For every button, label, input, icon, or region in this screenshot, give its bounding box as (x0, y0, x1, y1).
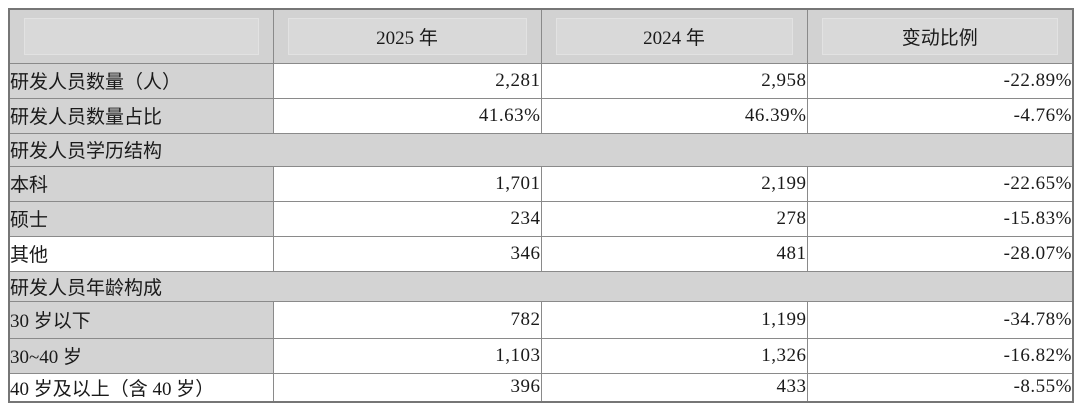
cell-change-value: -4.76% (806, 97, 1074, 134)
cell-change-value: -28.07% (806, 235, 1074, 272)
table-row: 其他 346 481 -28.07% (8, 235, 1074, 272)
row-label-bachelor: 本科 (8, 165, 274, 202)
cell-change-value: -22.65% (806, 165, 1074, 202)
row-label-40-and-above: 40 岁及以上（含 40 岁） (8, 372, 274, 402)
cell-2024-value: 433 (540, 372, 808, 402)
table-section-row: 研发人员学历结构 (8, 132, 1074, 167)
cell-2024-value: 2,199 (540, 165, 808, 202)
cell-2025-value: 1,103 (272, 337, 542, 374)
section-label-age-structure: 研发人员年龄构成 (8, 270, 1074, 302)
cell-change-value: -15.83% (806, 200, 1074, 237)
cell-2024-value: 46.39% (540, 97, 808, 134)
header-cell-2025: 2025 年 (272, 8, 542, 64)
row-label-master: 硕士 (8, 200, 274, 237)
cell-2024-value: 1,199 (540, 300, 808, 339)
row-label-under-30: 30 岁以下 (8, 300, 274, 339)
row-label-30-to-40: 30~40 岁 (8, 337, 274, 374)
cell-2024-value: 278 (540, 200, 808, 237)
section-label-education-structure: 研发人员学历结构 (8, 132, 1074, 167)
header-cell-change-ratio: 变动比例 (806, 8, 1074, 64)
cell-2024-value: 1,326 (540, 337, 808, 374)
cell-2024-value: 481 (540, 235, 808, 272)
cell-change-value: -34.78% (806, 300, 1074, 339)
table-header-row: 2025 年 2024 年 变动比例 (8, 8, 1074, 64)
header-label-2024: 2024 年 (643, 27, 705, 49)
table-row: 研发人员数量（人） 2,281 2,958 -22.89% (8, 62, 1074, 99)
row-label-rd-headcount-ratio: 研发人员数量占比 (8, 97, 274, 134)
table-row: 硕士 234 278 -15.83% (8, 200, 1074, 237)
cell-2025-value: 396 (272, 372, 542, 402)
row-label-rd-headcount: 研发人员数量（人） (8, 62, 274, 99)
cell-2025-value: 1,701 (272, 165, 542, 202)
header-inner-shade (24, 18, 259, 55)
table-row: 30 岁以下 782 1,199 -34.78% (8, 300, 1074, 339)
cell-change-value: -16.82% (806, 337, 1074, 374)
cell-2025-value: 234 (272, 200, 542, 237)
cell-2025-value: 41.63% (272, 97, 542, 134)
header-cell-2024: 2024 年 (540, 8, 808, 64)
table-row: 本科 1,701 2,199 -22.65% (8, 165, 1074, 202)
table-row: 研发人员数量占比 41.63% 46.39% -4.76% (8, 97, 1074, 134)
cell-change-value: -8.55% (806, 372, 1074, 402)
table-row: 40 岁及以上（含 40 岁） 396 433 -8.55% (8, 372, 1074, 402)
cell-change-value: -22.89% (806, 62, 1074, 99)
cell-2025-value: 2,281 (272, 62, 542, 99)
table-row: 30~40 岁 1,103 1,326 -16.82% (8, 337, 1074, 374)
cell-2025-value: 346 (272, 235, 542, 272)
rd-personnel-table: 2025 年 2024 年 变动比例 研发人员数量（人） 2,281 2,958… (8, 8, 1074, 403)
row-label-other: 其他 (8, 235, 274, 272)
cell-2025-value: 782 (272, 300, 542, 339)
header-label-2025: 2025 年 (376, 27, 438, 49)
header-label-change-ratio: 变动比例 (901, 27, 978, 49)
table-section-row: 研发人员年龄构成 (8, 270, 1074, 302)
header-cell-blank (8, 8, 274, 64)
cell-2024-value: 2,958 (540, 62, 808, 99)
